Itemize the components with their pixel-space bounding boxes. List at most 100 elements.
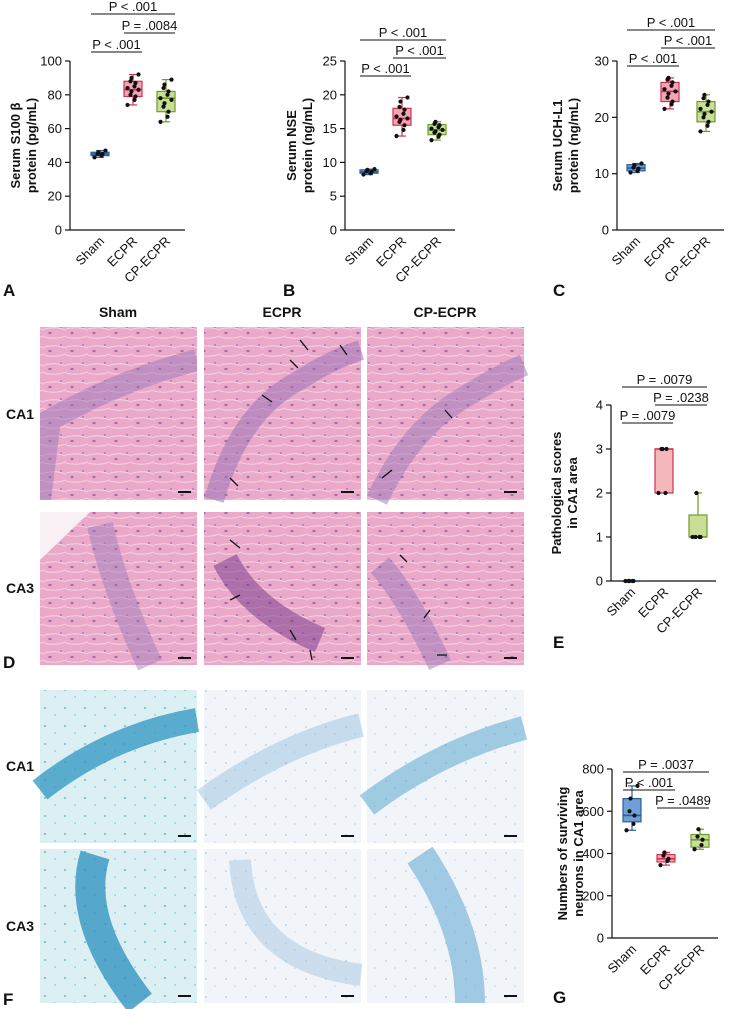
data-point (663, 490, 668, 496)
data-point (125, 85, 130, 91)
arrows (229, 339, 453, 661)
data-point (666, 75, 671, 80)
data-point (698, 106, 703, 111)
data-point (627, 578, 632, 584)
y-tick-label: 80 (48, 87, 62, 102)
data-point (636, 166, 641, 171)
significance-label: P = .0079 (620, 408, 676, 423)
data-point (133, 94, 138, 99)
data-point (628, 796, 633, 801)
data-point (656, 490, 661, 496)
data-point (429, 137, 434, 143)
data-point (96, 150, 101, 155)
data-point (661, 853, 666, 858)
data-point (698, 534, 703, 540)
cell-layer (87, 522, 162, 671)
data-point (623, 578, 628, 584)
data-point (658, 863, 663, 868)
y-tick-label: 20 (323, 87, 337, 102)
data-point (631, 821, 636, 827)
row-label: CA1 (6, 406, 34, 422)
y-tick-label: 0 (330, 223, 337, 238)
data-point (162, 82, 167, 87)
data-point (365, 167, 370, 172)
y-axis-label: protein (pg/mL) (24, 98, 39, 193)
y-tick-label: 0 (596, 574, 603, 589)
data-point (166, 109, 171, 114)
y-tick-label: 15 (323, 121, 337, 136)
data-point (128, 79, 133, 84)
data-point (440, 127, 445, 133)
cell-layer (407, 846, 485, 1004)
panel-letter: F (3, 990, 13, 1009)
x-tick-label: Sham (72, 234, 107, 269)
row-label: CA3 (6, 580, 34, 596)
y-tick-label: 3 (596, 442, 603, 457)
y-tick-label: 20 (48, 189, 62, 204)
data-point (666, 91, 671, 96)
data-point (692, 847, 697, 852)
data-point (394, 133, 399, 139)
data-point (401, 111, 406, 116)
cell-layer (75, 850, 152, 1009)
cell-layer (204, 340, 365, 503)
data-point (372, 167, 377, 172)
data-point (92, 155, 97, 160)
y-tick-label: 30 (595, 54, 609, 69)
data-point (705, 123, 710, 128)
micrograph-grid-f (32, 690, 528, 1009)
data-point (662, 850, 667, 855)
data-point (369, 169, 374, 174)
data-point (162, 101, 167, 106)
data-point (635, 783, 640, 789)
cell-layer (196, 713, 364, 810)
tissue-edge (40, 512, 90, 560)
box (392, 107, 412, 126)
y-tick-label: 200 (582, 888, 604, 903)
significance-label: P < .001 (625, 775, 674, 790)
scale-bars (178, 491, 517, 659)
y-tick-label: 0 (602, 223, 609, 238)
micrograph (40, 512, 197, 665)
x-tick-label: Sham (608, 234, 643, 269)
data-point (701, 96, 706, 101)
data-point (437, 132, 442, 137)
data-point (402, 107, 407, 112)
box (654, 448, 674, 494)
panel-letter: B (283, 281, 295, 300)
significance-label: P = .0489 (655, 793, 711, 808)
significance-label: P < .001 (92, 37, 141, 52)
significance-label: P < .001 (647, 15, 696, 30)
significance-label: P = .0238 (653, 390, 709, 405)
y-tick-label: 20 (595, 110, 609, 125)
data-point (437, 123, 442, 128)
cell-layer (367, 354, 529, 505)
data-point (161, 85, 166, 91)
data-point (136, 72, 141, 77)
box-chart: 0 1 2 3 4 Pathological scores in CA1 area Sham E… (549, 372, 716, 652)
data-point (699, 842, 704, 848)
data-point (158, 119, 163, 124)
data-point (709, 109, 714, 114)
y-tick-label: 1 (596, 530, 603, 545)
data-point (401, 127, 406, 133)
data-point (639, 161, 644, 166)
y-tick-label: 0 (55, 223, 62, 238)
y-tick-label: 600 (582, 804, 604, 819)
data-point (624, 828, 629, 833)
cell-layer (40, 349, 197, 500)
data-point (133, 80, 138, 86)
y-tick-label: 60 (48, 121, 62, 136)
y-tick-label: 100 (40, 54, 62, 69)
data-point (695, 834, 700, 839)
data-point (361, 172, 366, 177)
y-axis-label: Pathological scores (549, 432, 564, 555)
data-point (662, 106, 667, 111)
data-point (161, 104, 166, 109)
y-axis-label: Numbers of surviving (555, 787, 570, 921)
y-tick-label: 5 (330, 189, 337, 204)
data-point (660, 446, 665, 452)
y-tick-label: 2 (596, 486, 603, 501)
